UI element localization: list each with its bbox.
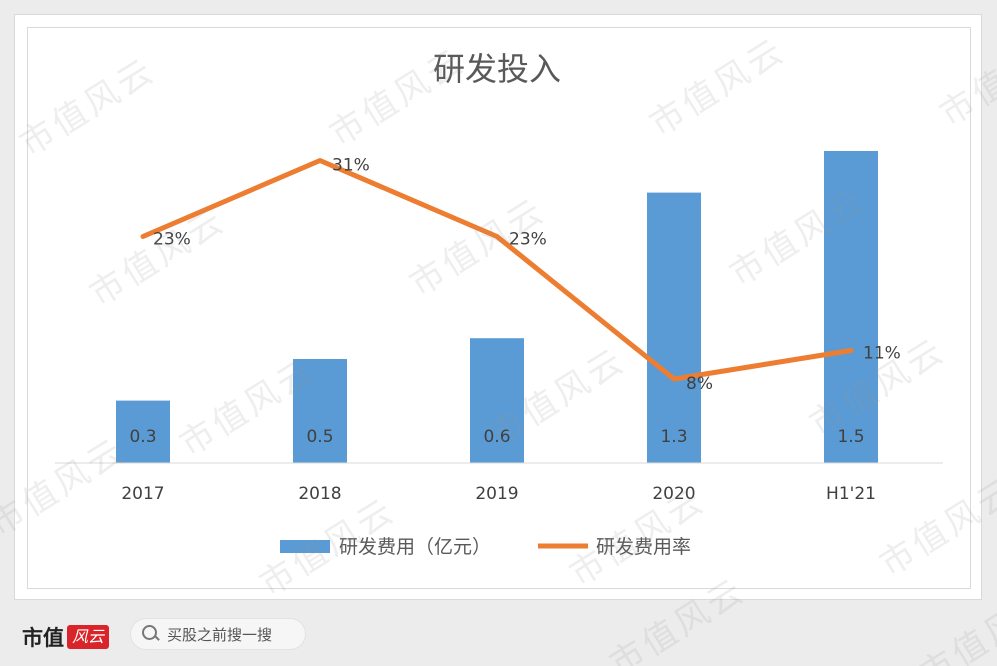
legend: 研发费用（亿元） 研发费用率 (280, 536, 691, 558)
brand[interactable]: 市值 风云 (22, 622, 110, 652)
bar (824, 151, 878, 463)
line-series (140, 158, 854, 382)
x-tick-label: 2018 (298, 484, 341, 504)
bar-value-label: 0.6 (483, 427, 510, 447)
brand-name: 市值 (22, 625, 64, 650)
legend-bar-swatch (280, 540, 330, 553)
legend-line-label: 研发费用率 (596, 536, 691, 558)
search-box[interactable]: 买股之前搜一搜 (130, 618, 306, 650)
search-icon (141, 624, 161, 644)
search-placeholder: 买股之前搜一搜 (167, 625, 273, 644)
bar (647, 192, 701, 463)
bar (293, 359, 347, 463)
bar-value-label: 1.3 (660, 427, 687, 447)
line-value-label: 8% (686, 374, 713, 394)
x-tick-label: 2019 (475, 484, 518, 504)
line-labels: 23% 31% 23% 8% 11% (153, 156, 901, 395)
x-tick-label: 2017 (121, 484, 164, 504)
brand-logo: 风云 (67, 625, 110, 649)
bar-labels: 0.3 0.5 0.6 1.3 1.5 (129, 427, 864, 447)
bar-value-label: 0.3 (129, 427, 156, 447)
bar-value-label: 1.5 (837, 427, 864, 447)
line-value-label: 23% (153, 230, 191, 250)
legend-bar-label: 研发费用（亿元） (339, 536, 491, 558)
chart-frame (27, 27, 971, 589)
bar-series (116, 151, 878, 463)
bar (470, 338, 524, 463)
chart-panel (14, 14, 982, 600)
x-axis-ticks: 2017 2018 2019 2020 H1'21 (121, 484, 876, 504)
bar (116, 400, 170, 463)
footer-bar: 市值 风云 买股之前搜一搜 (0, 610, 997, 666)
x-tick-label: 2020 (652, 484, 695, 504)
bar-value-label: 0.5 (306, 427, 333, 447)
chart-title: 研发投入 (433, 50, 561, 88)
line-value-label: 11% (863, 344, 901, 364)
chart-svg: 研发投入 0.3 0.5 0.6 1.3 1.5 2017 2018 2019 2020 H1'… (55, 50, 943, 558)
line-value-label: 31% (332, 156, 370, 176)
x-tick-label: H1'21 (826, 484, 876, 504)
line-value-label: 23% (509, 230, 547, 250)
